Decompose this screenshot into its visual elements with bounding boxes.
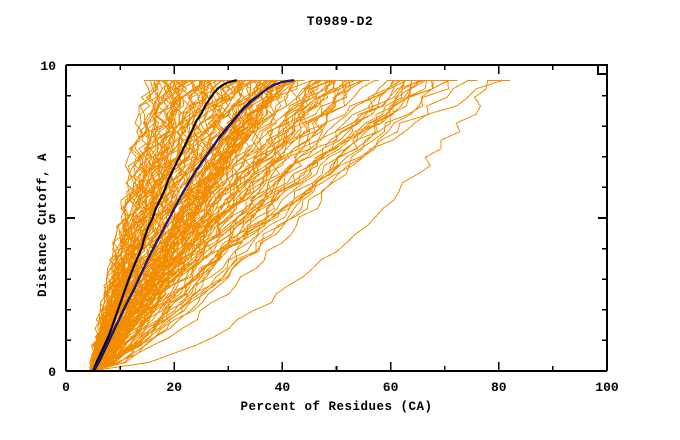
- page-title: T0989-D2: [306, 14, 374, 29]
- x-tick-label: 40: [275, 380, 291, 395]
- series-black-left: [91, 79, 237, 371]
- x-tick-label: 60: [383, 380, 399, 395]
- axis-layer: [65, 64, 608, 372]
- y-tick-label: 10: [40, 59, 56, 74]
- data-series-layer: [89, 79, 510, 371]
- tick-label-layer: 0 20 40 60 80 100 0 5 10: [40, 59, 619, 395]
- y-tick-label: 0: [48, 365, 56, 380]
- x-tick-label: 20: [166, 380, 182, 395]
- x-axis-label: Percent of Residues (CA): [240, 400, 433, 414]
- x-tick-label: 0: [62, 380, 70, 395]
- x-tick-label: 80: [491, 380, 507, 395]
- x-tick-label: 100: [595, 380, 619, 395]
- series-blue: [92, 79, 294, 371]
- y-tick-label: 5: [48, 212, 56, 227]
